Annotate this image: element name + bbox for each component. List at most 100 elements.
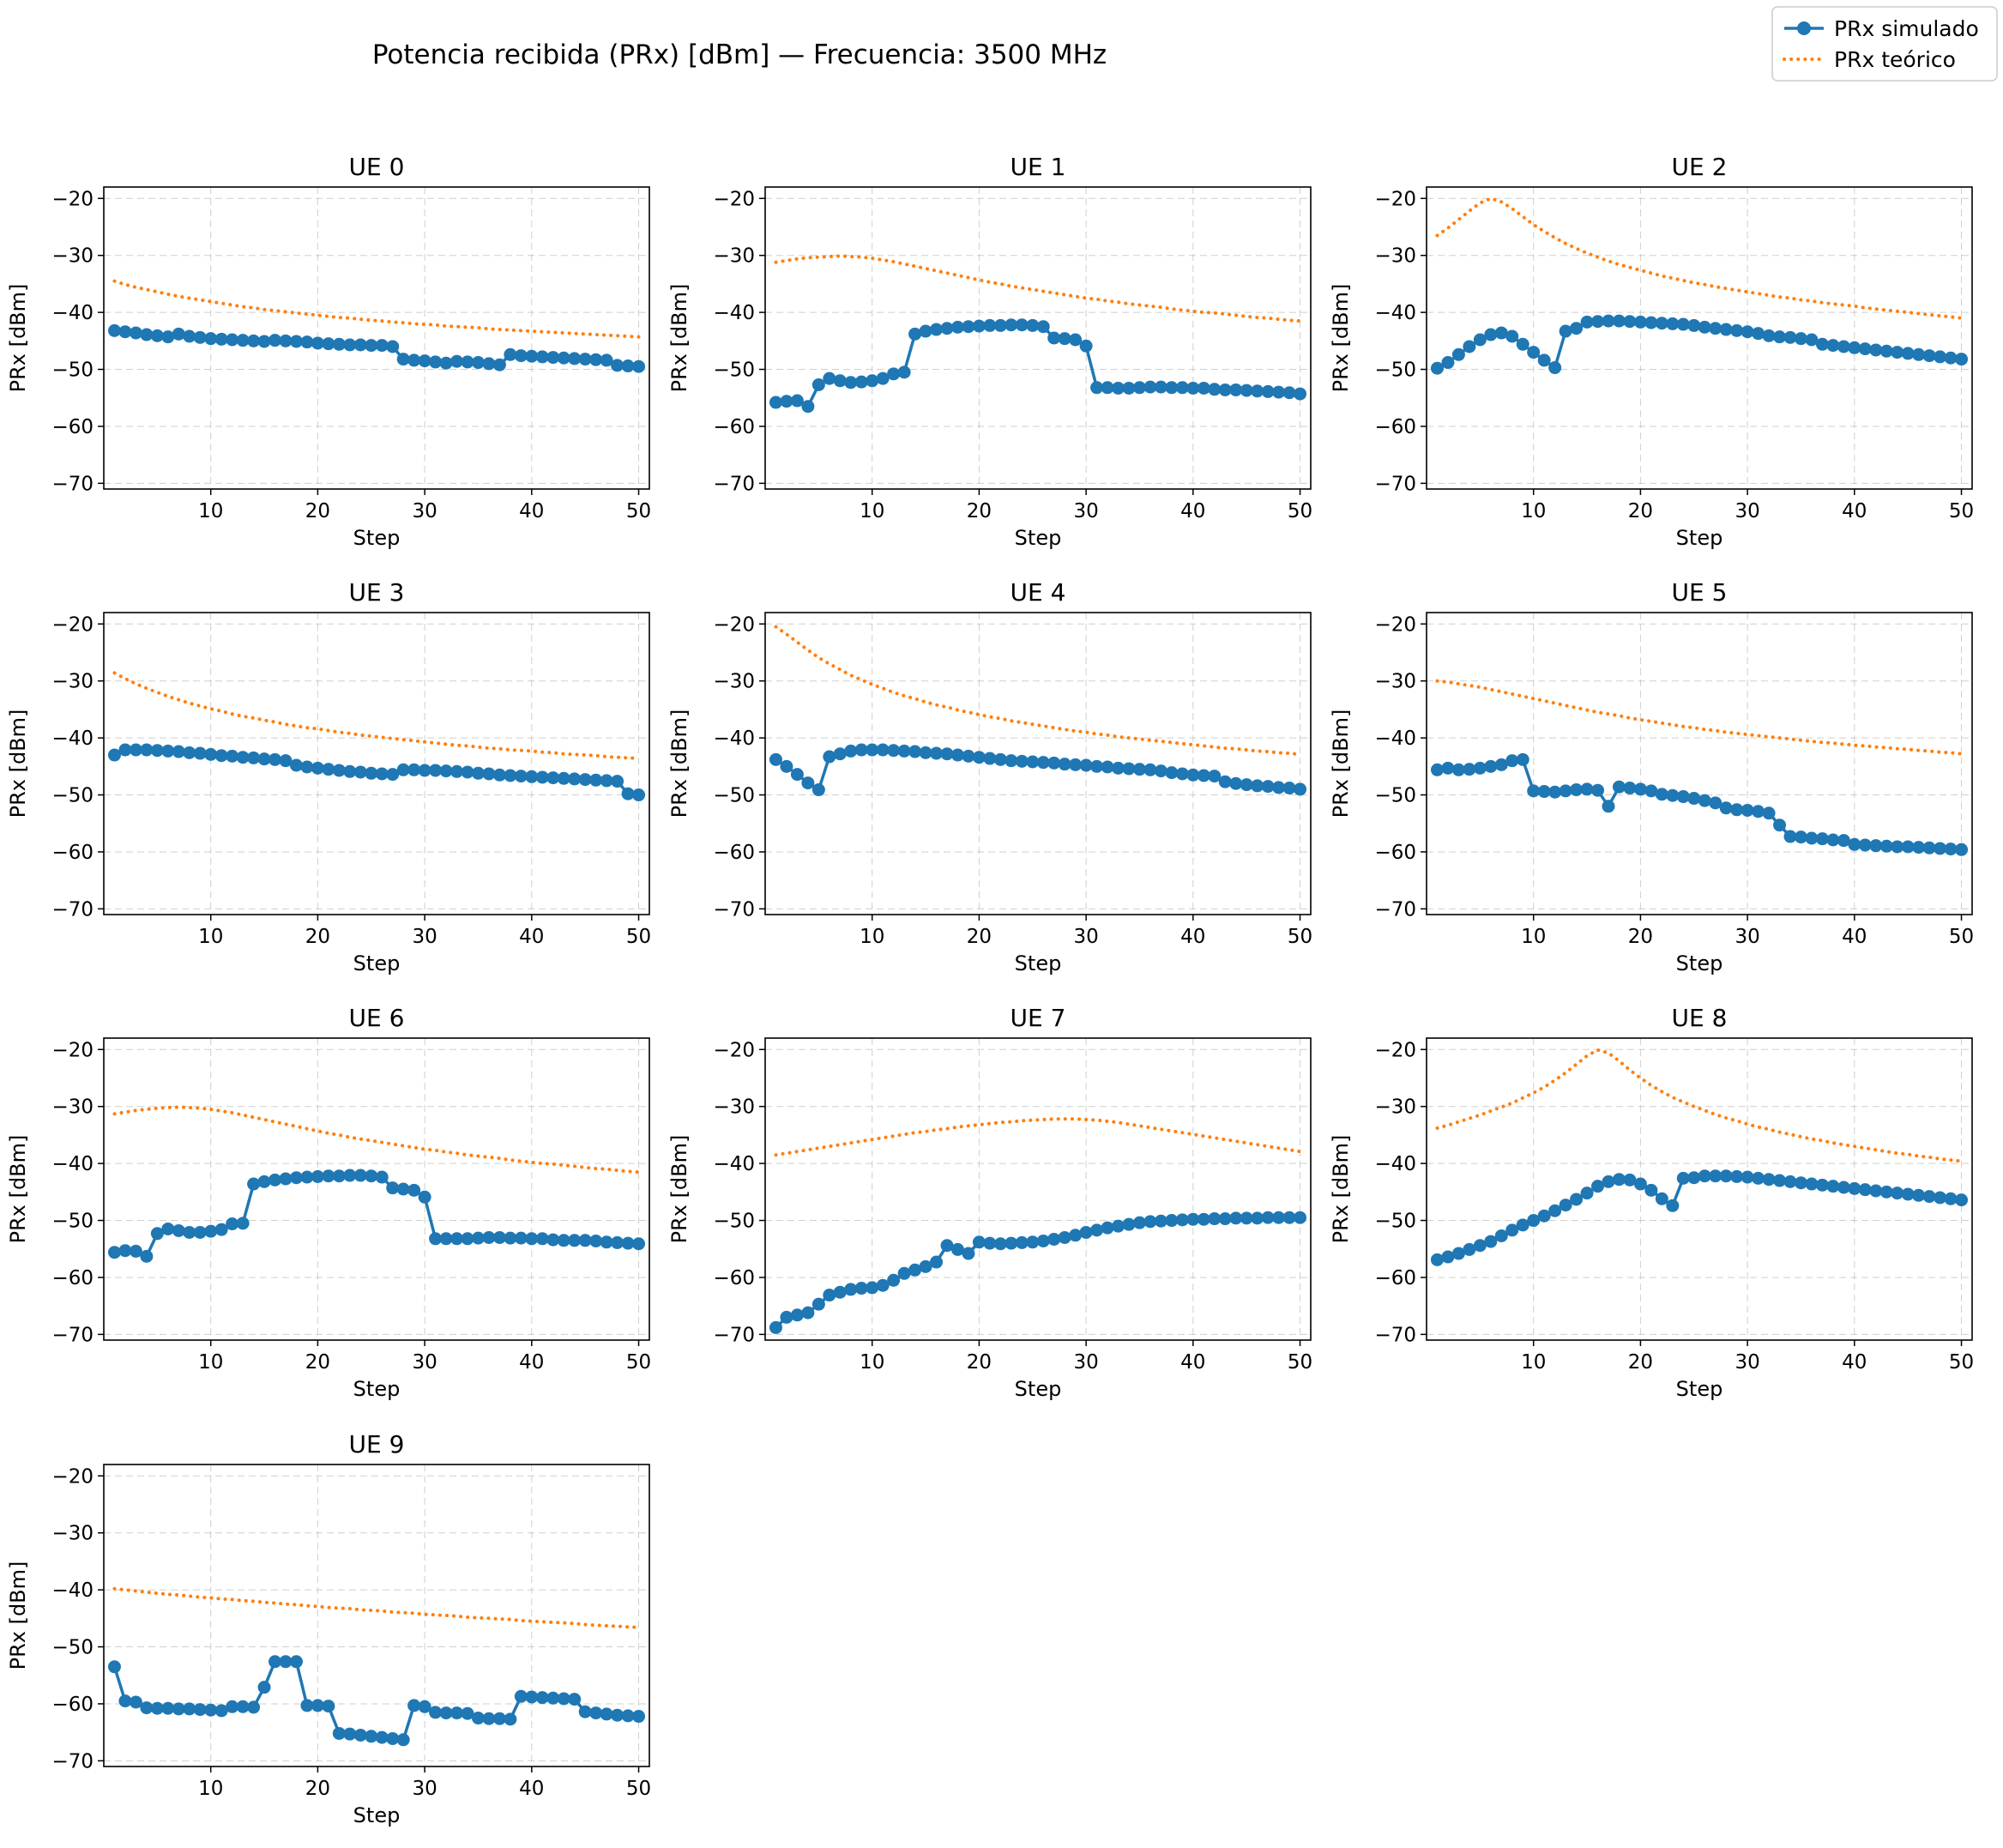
data-point-prx-simulado <box>268 752 282 766</box>
data-point-prx-simulado <box>876 371 890 385</box>
data-point-prx-simulado <box>600 1235 613 1249</box>
data-point-prx-simulado <box>876 1278 890 1292</box>
data-point-prx-simulado <box>621 787 635 800</box>
data-point-prx-simulado <box>247 1177 261 1191</box>
data-point-prx-simulado <box>172 1702 185 1716</box>
data-point-prx-simulado <box>1165 766 1179 780</box>
y-tick-label: −70 <box>51 473 94 495</box>
data-point-prx-simulado <box>1580 315 1594 329</box>
data-point-prx-simulado <box>1229 1211 1243 1225</box>
data-point-prx-simulado <box>1251 1211 1264 1225</box>
data-point-prx-simulado <box>1229 776 1243 790</box>
data-point-prx-simulado <box>1154 764 1167 778</box>
data-point-prx-simulado <box>1955 842 1969 856</box>
data-point-prx-simulado <box>332 1726 346 1740</box>
data-point-prx-simulado <box>1282 1211 1296 1224</box>
y-axis-label: PRx [dBm] <box>6 1135 30 1244</box>
data-point-prx-simulado <box>1934 350 1947 364</box>
data-point-prx-simulado <box>1666 788 1680 802</box>
series-line-prx-teorico <box>112 279 641 339</box>
data-point-prx-simulado <box>1741 803 1754 817</box>
series-line-prx-teorico <box>774 1117 1302 1157</box>
y-axis-label: PRx [dBm] <box>6 284 30 393</box>
data-point-prx-simulado <box>322 1169 335 1183</box>
data-point-prx-simulado <box>1709 1169 1722 1183</box>
y-tick-label: −70 <box>1374 473 1416 495</box>
data-point-prx-simulado <box>214 749 228 763</box>
data-point-prx-simulado <box>1912 1188 1926 1202</box>
x-tick-label: 40 <box>1180 926 1205 948</box>
data-point-prx-simulado <box>1612 1173 1626 1187</box>
data-point-prx-simulado <box>386 1731 400 1745</box>
axes-frame <box>103 1037 650 1341</box>
legend-simulado-label: PRx simulado <box>1834 16 1979 41</box>
data-point-prx-simulado <box>396 1733 410 1747</box>
data-point-prx-simulado <box>1837 834 1850 848</box>
data-point-prx-simulado <box>1218 383 1232 396</box>
data-point-prx-simulado <box>632 788 646 802</box>
data-point-prx-simulado <box>204 1703 218 1717</box>
data-point-prx-simulado <box>600 1707 613 1721</box>
data-point-prx-simulado <box>247 751 261 764</box>
x-tick-label: 30 <box>412 1351 437 1374</box>
y-tick-label: −50 <box>1374 785 1416 807</box>
data-point-prx-simulado <box>811 1297 825 1311</box>
axes-frame <box>1426 186 1973 490</box>
data-point-prx-simulado <box>1944 842 1958 856</box>
data-point-prx-simulado <box>1858 838 1872 852</box>
data-point-prx-simulado <box>1741 325 1754 339</box>
data-point-prx-simulado <box>1516 752 1529 766</box>
x-tick-label: 40 <box>1842 1351 1867 1374</box>
data-point-prx-simulado <box>1934 842 1947 855</box>
data-point-prx-simulado <box>1698 320 1711 334</box>
data-point-prx-simulado <box>983 1236 997 1250</box>
data-point-prx-simulado <box>972 319 986 333</box>
axes-frame <box>1426 612 1973 915</box>
data-point-prx-simulado <box>1069 1229 1083 1242</box>
data-point-prx-simulado <box>332 764 346 777</box>
data-point-prx-simulado <box>1251 779 1264 793</box>
data-point-prx-simulado <box>557 351 570 365</box>
data-point-prx-simulado <box>407 1699 421 1712</box>
data-point-prx-simulado <box>1036 756 1050 770</box>
data-point-prx-simulado <box>365 766 378 780</box>
data-point-prx-simulado <box>1687 1171 1701 1185</box>
data-point-prx-simulado <box>1794 830 1807 844</box>
data-point-prx-simulado <box>1430 1253 1444 1266</box>
axes-frame <box>764 612 1312 915</box>
data-point-prx-simulado <box>332 1169 346 1183</box>
data-point-prx-simulado <box>107 1660 121 1674</box>
data-point-prx-simulado <box>1912 841 1926 855</box>
data-point-prx-simulado <box>1719 801 1733 815</box>
data-point-prx-simulado <box>600 774 613 788</box>
data-point-prx-simulado <box>611 359 624 372</box>
data-point-prx-simulado <box>546 351 560 365</box>
data-point-prx-simulado <box>1687 318 1701 332</box>
data-point-prx-simulado <box>983 752 997 765</box>
data-point-prx-simulado <box>1451 1247 1465 1260</box>
data-point-prx-simulado <box>482 1712 496 1725</box>
data-point-prx-simulado <box>1869 343 1883 357</box>
data-point-prx-simulado <box>1122 381 1136 395</box>
data-point-prx-simulado <box>1559 784 1572 798</box>
data-point-prx-simulado <box>450 1232 464 1246</box>
x-tick-label: 50 <box>1949 500 1974 522</box>
data-point-prx-simulado <box>1430 763 1444 776</box>
data-point-prx-simulado <box>1473 333 1487 347</box>
data-point-prx-simulado <box>962 749 975 763</box>
data-point-prx-simulado <box>353 1169 367 1182</box>
data-point-prx-simulado <box>204 1224 218 1238</box>
data-point-prx-simulado <box>1848 837 1861 851</box>
data-point-prx-simulado <box>621 1236 635 1250</box>
data-point-prx-simulado <box>1143 763 1157 776</box>
data-point-prx-simulado <box>311 761 324 775</box>
data-point-prx-simulado <box>365 339 378 353</box>
y-tick-label: −70 <box>51 1324 94 1346</box>
data-point-prx-simulado <box>118 1694 132 1708</box>
data-point-prx-simulado <box>1773 818 1787 832</box>
data-point-prx-simulado <box>461 1706 474 1720</box>
x-tick-label: 40 <box>1842 500 1867 522</box>
data-point-prx-simulado <box>1441 761 1455 775</box>
data-point-prx-simulado <box>236 1700 250 1713</box>
data-point-prx-simulado <box>940 322 954 335</box>
